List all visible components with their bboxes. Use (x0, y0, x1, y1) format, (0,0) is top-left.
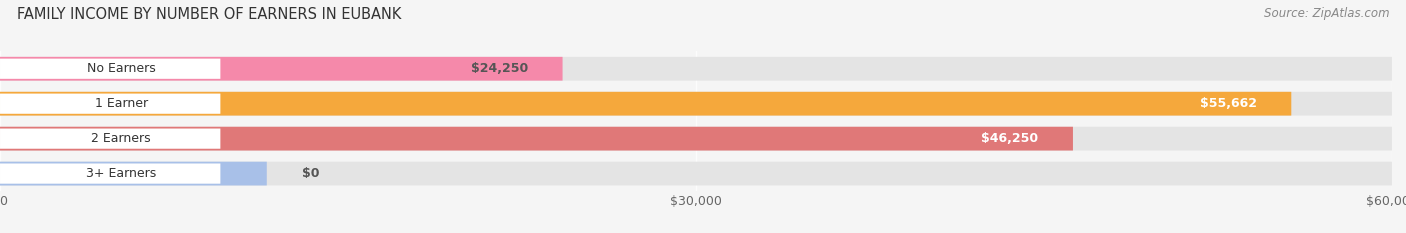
Text: No Earners: No Earners (87, 62, 156, 75)
Text: 2 Earners: 2 Earners (91, 132, 150, 145)
FancyBboxPatch shape (0, 57, 1392, 81)
FancyBboxPatch shape (0, 92, 1291, 116)
FancyBboxPatch shape (0, 162, 267, 185)
Text: Source: ZipAtlas.com: Source: ZipAtlas.com (1264, 7, 1389, 20)
FancyBboxPatch shape (0, 127, 1392, 151)
FancyBboxPatch shape (0, 59, 221, 79)
FancyBboxPatch shape (0, 164, 221, 184)
FancyBboxPatch shape (0, 92, 1392, 116)
FancyBboxPatch shape (0, 57, 562, 81)
Text: $0: $0 (301, 167, 319, 180)
FancyBboxPatch shape (0, 162, 1392, 185)
Text: $24,250: $24,250 (471, 62, 527, 75)
Text: FAMILY INCOME BY NUMBER OF EARNERS IN EUBANK: FAMILY INCOME BY NUMBER OF EARNERS IN EU… (17, 7, 401, 22)
FancyBboxPatch shape (0, 94, 221, 114)
Text: 1 Earner: 1 Earner (94, 97, 148, 110)
FancyBboxPatch shape (0, 129, 221, 149)
Text: $55,662: $55,662 (1199, 97, 1257, 110)
Text: $46,250: $46,250 (981, 132, 1038, 145)
FancyBboxPatch shape (0, 127, 1073, 151)
Text: 3+ Earners: 3+ Earners (86, 167, 156, 180)
